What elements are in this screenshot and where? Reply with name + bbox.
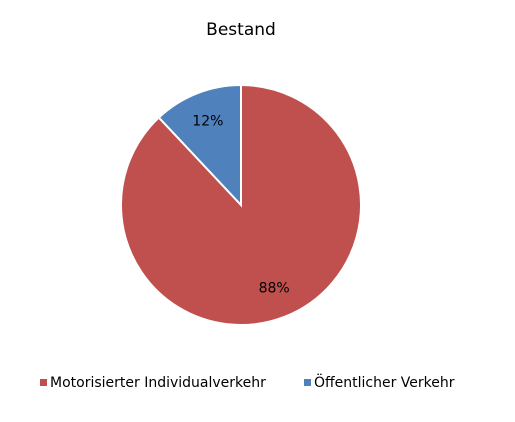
legend-swatch	[304, 379, 311, 386]
legend-label: Motorisierter Individualverkehr	[50, 375, 266, 391]
pie-slice	[120, 83, 362, 326]
chart-title: Bestand	[206, 20, 276, 40]
pie-slice	[157, 83, 242, 208]
data-label: 12%	[192, 113, 223, 129]
legend-swatch	[40, 379, 47, 386]
legend-label: Öffentlicher Verkehr	[314, 373, 455, 391]
data-label: 88%	[259, 281, 290, 297]
